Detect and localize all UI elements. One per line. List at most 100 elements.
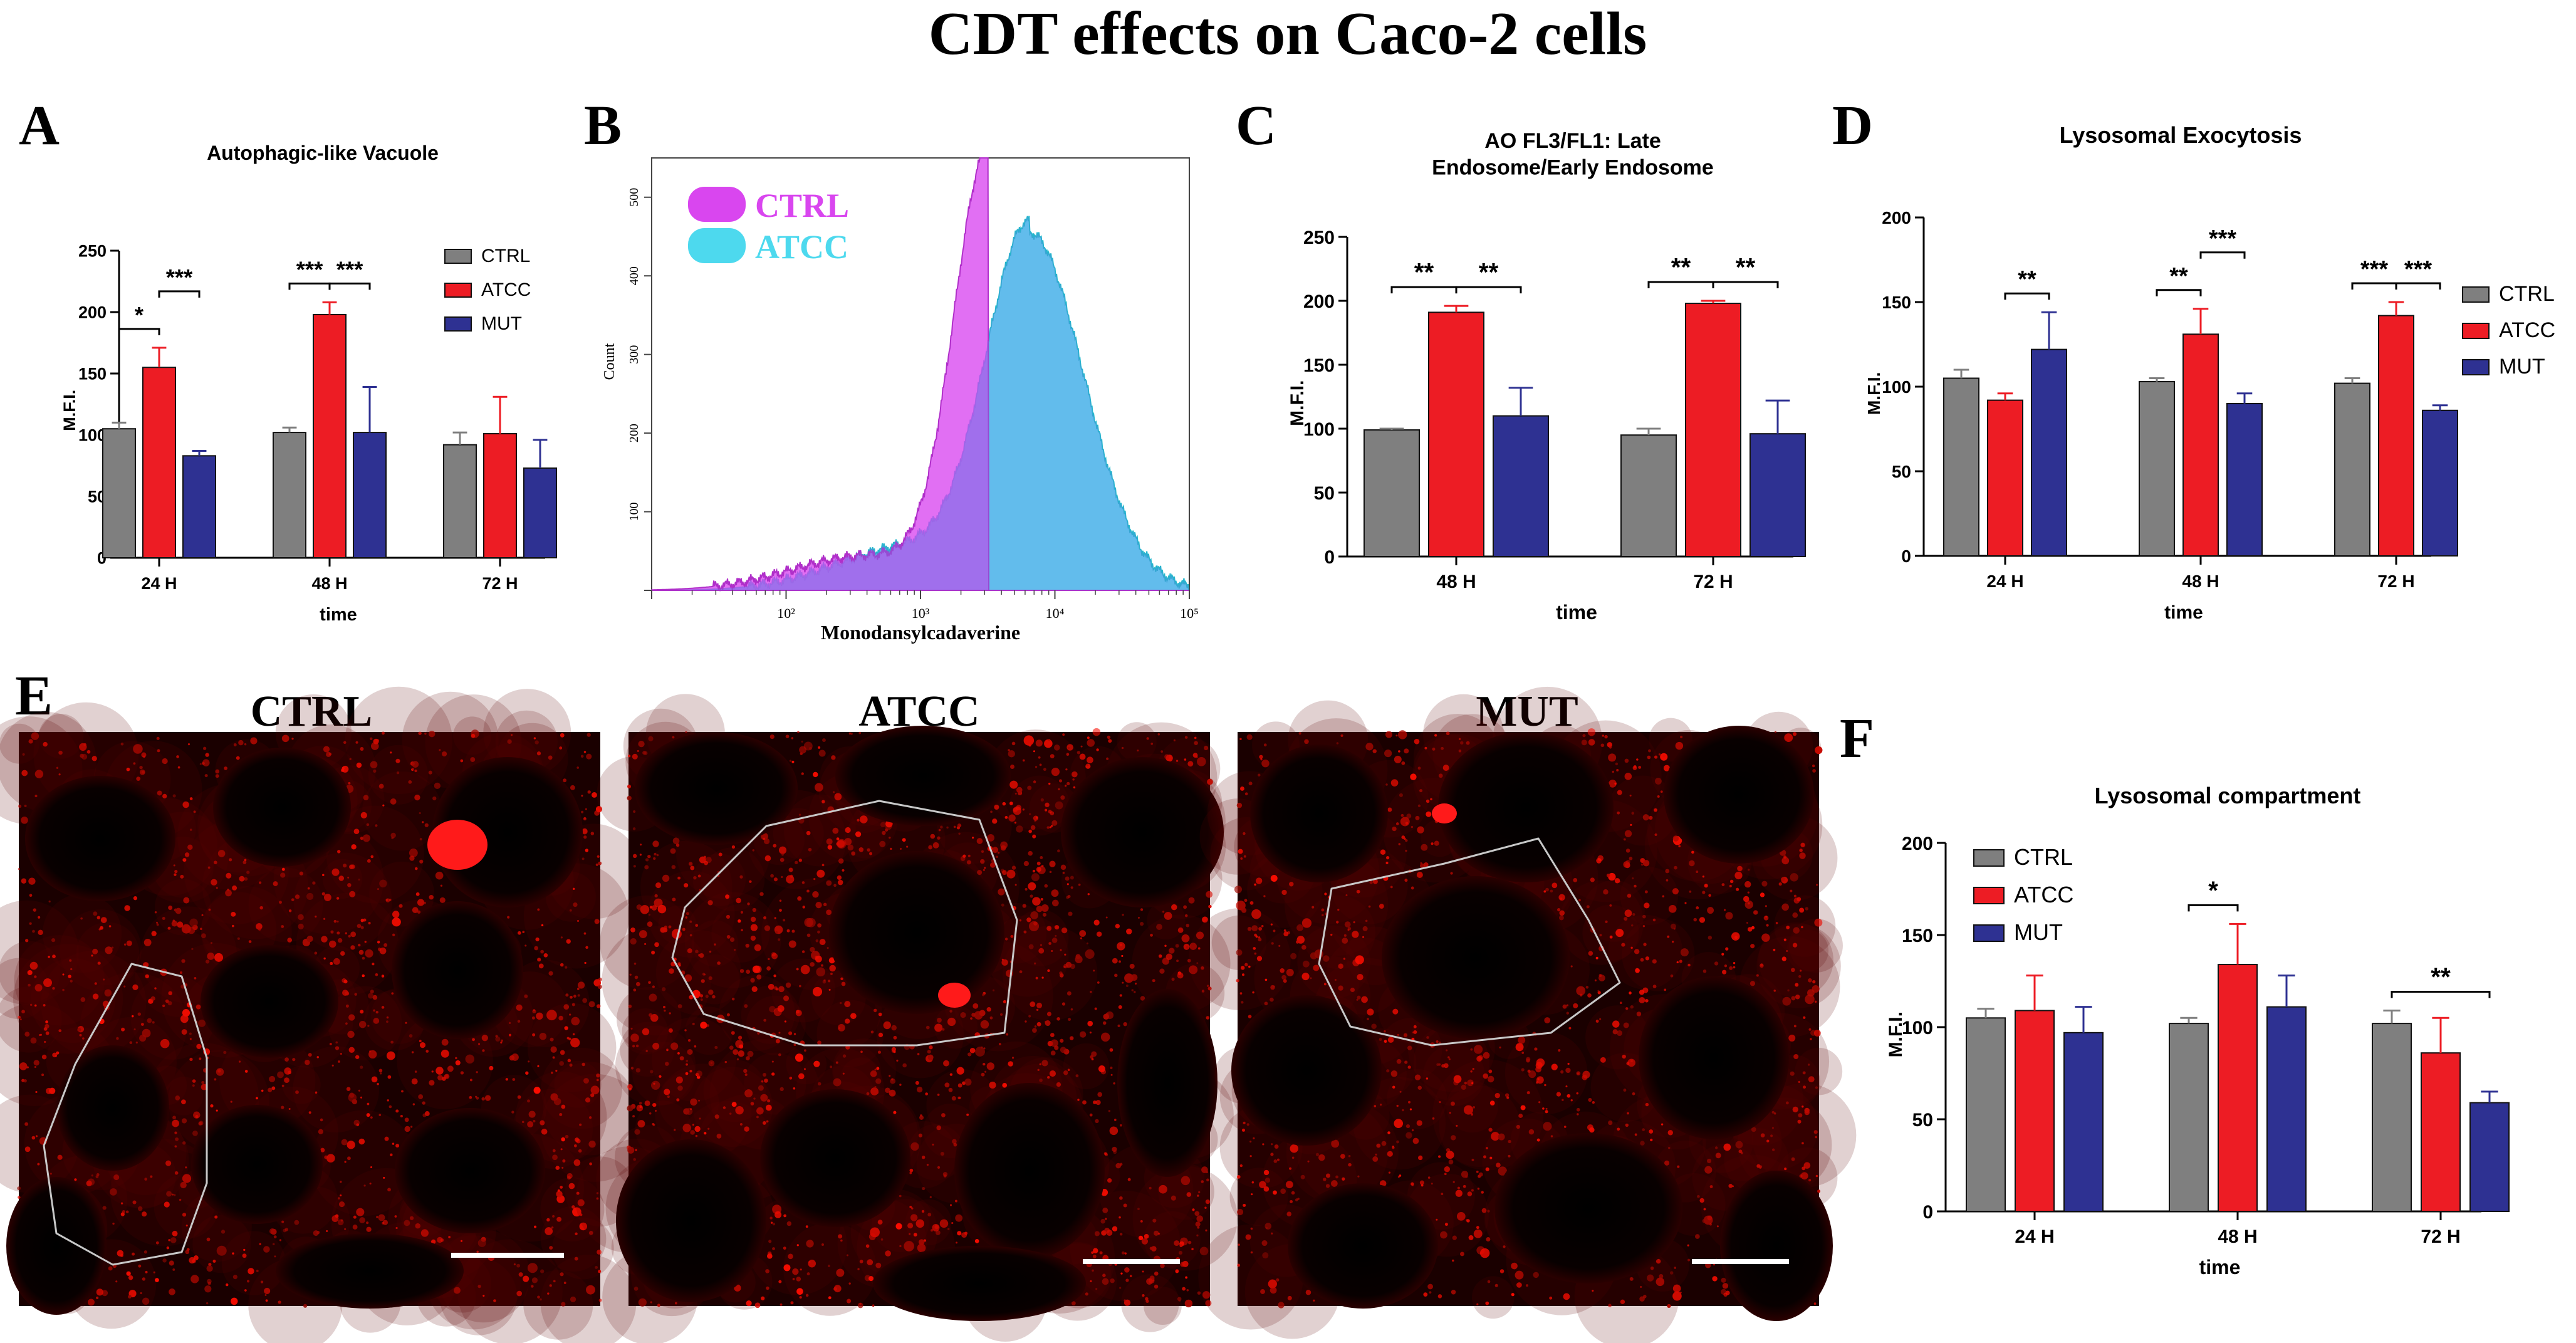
significance-bracket xyxy=(158,290,201,298)
lysosome-punctum xyxy=(976,838,983,844)
lysosome-punctum xyxy=(1261,924,1264,928)
lysosome-punctum xyxy=(860,815,868,823)
cytoplasm-haze xyxy=(30,958,115,1043)
lysosome-punctum xyxy=(1586,905,1590,909)
lysosome-punctum xyxy=(1124,1267,1130,1273)
lysosome-punctum xyxy=(947,1228,950,1230)
lysosome-punctum xyxy=(1807,989,1815,997)
lysosome-punctum xyxy=(1639,990,1645,995)
lysosome-punctum xyxy=(1397,1176,1400,1178)
lysosome-punctum xyxy=(751,986,758,992)
cytoplasm-haze xyxy=(43,894,122,973)
lysosome-punctum xyxy=(714,1045,718,1049)
cytoplasm-haze xyxy=(840,1057,882,1099)
lysosome-punctum xyxy=(840,1001,842,1005)
lysosome-punctum xyxy=(731,1102,737,1107)
lysosome-punctum xyxy=(128,1275,133,1280)
lysosome-punctum xyxy=(537,908,540,911)
lysosome-punctum xyxy=(1046,926,1052,931)
lysosome-punctum xyxy=(342,765,349,773)
lysosome-punctum xyxy=(1721,1277,1726,1283)
lysosome-punctum xyxy=(1197,756,1206,766)
lysosome-punctum xyxy=(1357,973,1364,981)
lysosome-punctum xyxy=(333,919,337,923)
lysosome-punctum xyxy=(1379,904,1384,909)
lysosome-punctum xyxy=(798,985,801,988)
lysosome-punctum xyxy=(828,988,831,991)
lysosome-punctum xyxy=(1634,884,1637,888)
lysosome-punctum xyxy=(1556,1092,1562,1097)
lysosome-punctum xyxy=(689,862,693,866)
lysosome-punctum xyxy=(738,1035,743,1040)
lysosome-punctum xyxy=(1461,1084,1466,1090)
lysosome-punctum xyxy=(690,865,695,870)
significance-bracket xyxy=(118,328,160,335)
legend-label: ATCC xyxy=(481,280,531,300)
lysosome-punctum xyxy=(1386,1069,1390,1073)
lysosome-punctum xyxy=(1373,879,1378,884)
lysosome-punctum xyxy=(694,1045,697,1048)
lysosome-punctum xyxy=(1318,1154,1325,1161)
lysosome-punctum xyxy=(1559,910,1565,916)
lysosome-punctum xyxy=(739,969,744,973)
lysosome-punctum xyxy=(1040,798,1044,802)
lysosome-punctum xyxy=(1642,914,1646,919)
y-tick-label: 0 xyxy=(1324,547,1335,568)
lysosome-punctum xyxy=(323,957,326,960)
lysosome-punctum xyxy=(207,1282,211,1285)
lysosome-punctum xyxy=(28,983,31,987)
lysosome-punctum xyxy=(588,1231,593,1235)
lysosome-punctum xyxy=(541,924,544,927)
cytoplasm-haze xyxy=(1147,901,1186,940)
lysosome-punctum xyxy=(1121,1251,1125,1255)
lysosome-punctum xyxy=(1799,1174,1803,1178)
lysosome-punctum xyxy=(1199,1246,1209,1256)
x-tick-label: 72 H xyxy=(2377,572,2414,591)
lysosome-punctum xyxy=(386,1016,389,1019)
lysosome-punctum xyxy=(797,731,800,733)
lysosome-punctum xyxy=(1487,1075,1494,1083)
lysosome-punctum xyxy=(823,902,827,907)
cytoplasm-haze xyxy=(219,1033,316,1129)
lysosome-punctum xyxy=(379,879,387,888)
lysosome-punctum xyxy=(1160,750,1164,753)
lysosome-punctum xyxy=(779,899,782,902)
lysosome-punctum xyxy=(1009,802,1013,805)
cytoplasm-haze xyxy=(192,1215,251,1273)
lysosome-punctum xyxy=(230,1100,232,1103)
lysosome-punctum xyxy=(375,1011,378,1014)
lysosome-punctum xyxy=(1023,735,1035,746)
lysosome-punctum xyxy=(1792,1106,1798,1112)
lysosome-punctum xyxy=(1261,759,1270,768)
lysosome-punctum xyxy=(1525,1284,1529,1287)
lysosome-punctum xyxy=(882,830,886,835)
lysosome-punctum xyxy=(1645,999,1649,1003)
lysosome-punctum xyxy=(1094,1231,1100,1236)
lysosome-punctum xyxy=(1487,1210,1490,1213)
lysosome-punctum xyxy=(1051,820,1058,826)
lysosome-punctum xyxy=(696,1070,702,1077)
lysosome-punctum xyxy=(803,1068,806,1070)
lysosome-punctum xyxy=(1127,1178,1131,1181)
bar-mut xyxy=(182,455,216,558)
lysosome-punctum xyxy=(550,1037,554,1042)
lysosome-punctum xyxy=(848,732,852,735)
lysosome-punctum xyxy=(695,924,699,928)
lysosome-punctum xyxy=(847,844,854,851)
lysosome-punctum xyxy=(1413,1030,1417,1034)
lysosome-punctum xyxy=(1313,964,1320,971)
lysosome-punctum xyxy=(1006,1033,1009,1036)
lysosome-punctum xyxy=(1032,869,1036,873)
lysosome-punctum xyxy=(1761,933,1770,942)
lysosome-punctum xyxy=(758,1085,764,1091)
bar-ctrl xyxy=(2334,382,2370,557)
lysosome-punctum xyxy=(573,995,576,998)
lysosome-punctum xyxy=(687,1038,691,1042)
lysosome-punctum xyxy=(518,1272,523,1277)
lysosome-punctum xyxy=(1709,1185,1713,1189)
lysosome-punctum xyxy=(595,863,598,866)
cytoplasm-haze xyxy=(1117,722,1157,762)
lysosome-punctum xyxy=(1040,897,1043,901)
cytoplasm-haze xyxy=(907,1124,965,1181)
lysosome-punctum xyxy=(1028,944,1034,949)
